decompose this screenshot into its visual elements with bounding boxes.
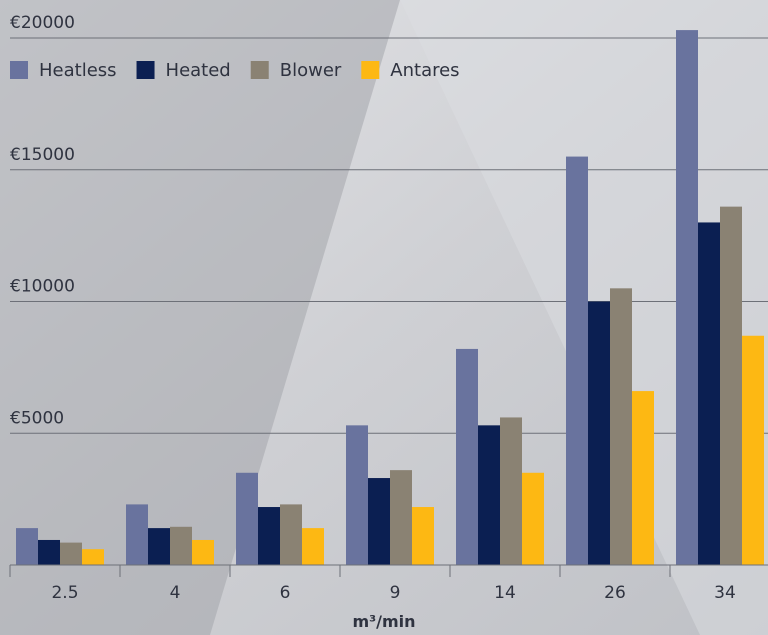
bar bbox=[500, 417, 522, 565]
bar bbox=[390, 470, 412, 565]
bar bbox=[302, 528, 324, 565]
legend-label: Blower bbox=[280, 60, 342, 81]
bar bbox=[566, 156, 588, 565]
bar bbox=[280, 504, 302, 565]
legend-label: Antares bbox=[390, 60, 459, 81]
y-tick-label: €5000 bbox=[10, 408, 64, 428]
y-tick-label: €15000 bbox=[10, 145, 75, 165]
bar bbox=[742, 335, 764, 565]
bar bbox=[192, 539, 214, 565]
bar bbox=[170, 526, 192, 565]
bar bbox=[16, 528, 38, 565]
x-tick-label: 4 bbox=[170, 583, 181, 603]
bar bbox=[676, 30, 698, 566]
y-tick-label: €10000 bbox=[10, 277, 75, 297]
bar bbox=[610, 288, 632, 565]
x-axis-label: m³/min bbox=[352, 612, 415, 631]
x-axis: 2.5 4 6 9 14 26 34 bbox=[9, 564, 768, 603]
y-tick-label: €20000 bbox=[10, 13, 75, 33]
legend-label: Heated bbox=[166, 60, 231, 81]
x-tick-label: 26 bbox=[604, 583, 626, 603]
x-tick-label: 9 bbox=[390, 583, 401, 603]
bar bbox=[412, 507, 434, 565]
bar bbox=[82, 549, 104, 565]
bar bbox=[632, 391, 654, 565]
bar bbox=[38, 539, 60, 565]
bar bbox=[148, 528, 170, 565]
bar bbox=[236, 472, 258, 565]
x-tick-label: 14 bbox=[494, 583, 516, 603]
y-axis-ticks: €5000 €10000 €15000 €20000 bbox=[10, 13, 75, 428]
bar bbox=[60, 542, 82, 565]
bar bbox=[368, 478, 390, 565]
legend-swatch bbox=[250, 61, 269, 79]
bar bbox=[698, 222, 720, 565]
legend: Heatless Heated Blower Antares bbox=[10, 60, 460, 81]
legend-swatch bbox=[10, 61, 28, 79]
bars bbox=[16, 30, 764, 566]
legend-swatch bbox=[136, 61, 155, 79]
bar bbox=[456, 348, 478, 565]
x-tick-label: 2.5 bbox=[51, 583, 78, 603]
legend-label: Heatless bbox=[39, 60, 117, 81]
bar bbox=[720, 206, 742, 565]
bar bbox=[346, 425, 368, 565]
bar bbox=[258, 507, 280, 565]
x-tick-label: 6 bbox=[280, 583, 291, 603]
legend-swatch bbox=[361, 61, 380, 79]
x-tick-label: 34 bbox=[714, 583, 736, 603]
bar bbox=[478, 425, 500, 565]
bar bbox=[588, 301, 610, 565]
bar bbox=[522, 472, 544, 565]
bar bbox=[126, 504, 148, 565]
